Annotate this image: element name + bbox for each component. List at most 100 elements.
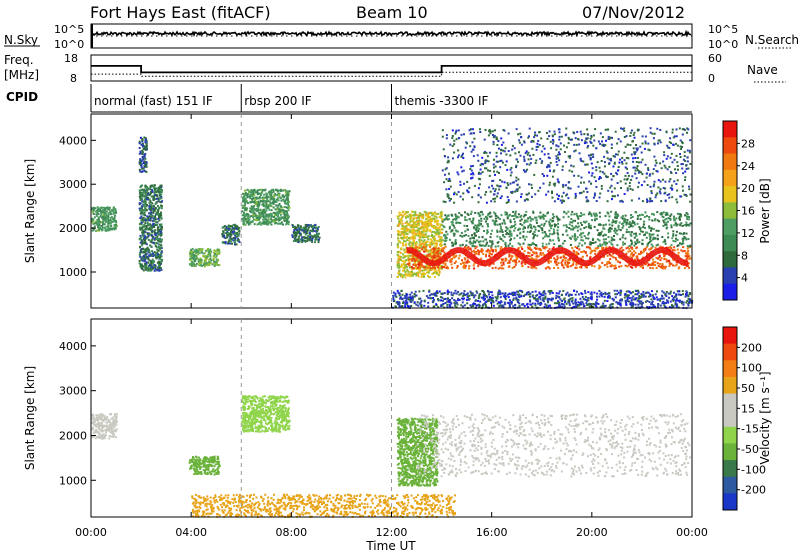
power-cell — [110, 228, 113, 231]
power-cell — [556, 258, 559, 261]
power-cell — [112, 213, 115, 216]
power-cell — [659, 304, 662, 307]
power-cell — [557, 300, 559, 303]
power-cell — [560, 261, 563, 264]
power-cell — [297, 237, 300, 240]
power-cell — [516, 234, 519, 237]
power-cell — [234, 231, 236, 234]
power-cell — [584, 292, 587, 295]
power-cell — [113, 218, 116, 221]
power-cell — [517, 295, 520, 297]
power-cell — [414, 221, 417, 224]
power-cell — [601, 261, 604, 264]
power-cell — [153, 269, 156, 272]
power-cell — [420, 243, 423, 245]
power-cell — [681, 290, 684, 293]
power-cell — [94, 222, 97, 225]
power-cell — [531, 265, 534, 268]
power-cell — [231, 231, 234, 233]
power-cell — [413, 273, 416, 275]
power-cell — [145, 161, 148, 164]
power-cell — [468, 265, 471, 268]
power-cell — [423, 239, 426, 242]
power-cell — [139, 197, 142, 200]
power-cell — [557, 292, 560, 295]
power-cell — [277, 222, 280, 225]
power-cell — [193, 256, 196, 259]
power-cell — [670, 304, 673, 307]
power-cell — [150, 208, 153, 211]
power-cell — [392, 294, 395, 297]
power-cell — [629, 265, 632, 268]
power-cell — [279, 209, 282, 212]
power-cell — [110, 221, 113, 224]
power-cell — [229, 240, 232, 243]
power-cell — [436, 252, 439, 255]
power-heatmap — [91, 127, 694, 310]
power-cell — [454, 240, 457, 243]
power-cell — [484, 297, 486, 300]
power-cell — [252, 196, 255, 199]
power-cell — [153, 263, 156, 266]
power-cell — [569, 297, 572, 300]
power-cell — [188, 263, 191, 266]
power-cell — [669, 300, 672, 303]
power-cell — [481, 249, 484, 252]
power-cell — [489, 296, 491, 298]
power-cell — [599, 244, 602, 247]
power-cell — [144, 208, 146, 211]
power-cell — [153, 230, 156, 233]
power-cell — [403, 297, 406, 300]
power-cell — [153, 209, 156, 212]
power-cell — [437, 250, 440, 252]
power-cell — [664, 265, 667, 268]
power-cell — [213, 262, 216, 265]
power-cell — [195, 262, 198, 265]
power-cell — [416, 229, 419, 232]
power-cell — [525, 293, 528, 296]
power-cell — [398, 305, 401, 308]
power-cell — [310, 224, 312, 227]
power-cell — [143, 204, 146, 207]
power-cell — [286, 201, 289, 204]
power-cell — [434, 219, 437, 222]
power-cell — [398, 266, 401, 269]
power-cell — [676, 238, 679, 241]
power-cell — [626, 246, 629, 249]
power-cell — [418, 271, 421, 274]
power-cell — [620, 299, 623, 302]
power-cell — [529, 292, 532, 295]
power-cell — [190, 251, 193, 254]
power-cell — [397, 230, 399, 232]
power-cell — [608, 260, 611, 263]
power-cell — [143, 223, 146, 226]
power-cell — [249, 207, 252, 210]
power-cell — [275, 214, 278, 216]
power-cell — [146, 198, 149, 201]
power-cell — [253, 223, 256, 226]
power-cell — [147, 257, 150, 260]
power-cell — [417, 304, 420, 307]
power-cell — [579, 303, 582, 306]
power-cell — [436, 255, 438, 258]
power-cell — [142, 247, 145, 250]
power-cell — [160, 217, 163, 220]
power-cell — [584, 295, 587, 298]
power-cell — [431, 236, 434, 239]
power-cell — [423, 247, 426, 250]
power-cell — [629, 250, 632, 253]
power-cell — [141, 195, 143, 198]
power-cell — [248, 222, 251, 225]
power-cell — [434, 294, 437, 296]
power-cell — [641, 294, 644, 297]
power-cell — [155, 187, 158, 190]
power-cell — [204, 263, 207, 266]
power-cell — [629, 301, 632, 304]
power-cell — [401, 226, 404, 229]
power-cell — [278, 194, 281, 197]
power-cell — [279, 197, 282, 200]
power-cell — [655, 256, 658, 259]
power-cell — [404, 294, 407, 297]
power-cell — [609, 258, 612, 260]
power-cell — [608, 253, 611, 256]
